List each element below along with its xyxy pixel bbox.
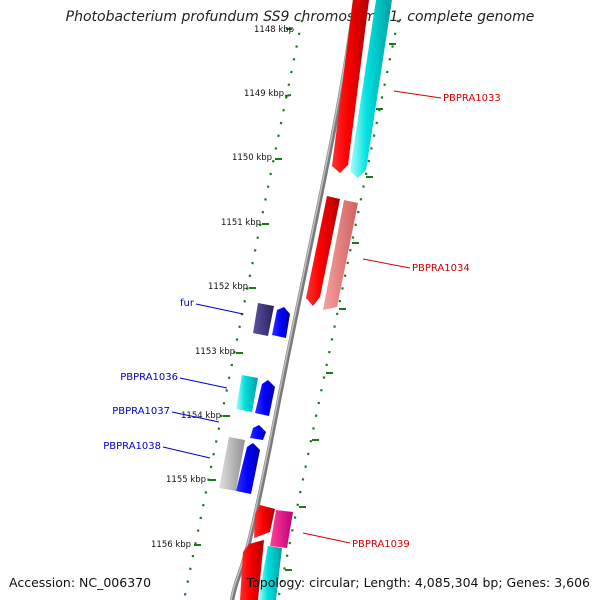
chromosome-backbone [229, 0, 358, 600]
tick-label: 1154 kbp [181, 411, 221, 421]
kbp-labels: 1148 kbp 1149 kbp 1150 kbp 1151 kbp 1152… [151, 25, 294, 550]
gene-pbpra1039-magenta[interactable] [270, 510, 293, 548]
tick-label: 1153 kbp [195, 347, 235, 357]
gene-cyan-bottom[interactable] [258, 546, 282, 600]
topology-text: Topology: circular; Length: 4,085,304 bp… [246, 575, 590, 590]
tick-label: 1148 kbp [254, 25, 294, 35]
gene-label-pbpra1036[interactable]: PBPRA1036 [120, 372, 178, 383]
gene-label-pbpra1037[interactable]: PBPRA1037 [112, 406, 170, 417]
gene-red-bottom[interactable] [240, 540, 264, 600]
gene-pbpra1036-cyan[interactable] [236, 375, 258, 412]
leader-lines [162, 90, 442, 544]
gene-pbpra1033-red[interactable] [332, 0, 369, 173]
gene-pbpra1036-blue[interactable] [255, 380, 275, 416]
tick-label: 1150 kbp [232, 153, 272, 163]
major-ticks-right [285, 43, 396, 571]
gene-label-pbpra1038[interactable]: PBPRA1038 [103, 441, 161, 452]
major-ticks-left [194, 28, 292, 546]
gene-pbpra1039-red[interactable] [254, 505, 275, 538]
gene-pbpra1033-cyan[interactable] [350, 0, 392, 178]
gene-label-fur[interactable]: fur [180, 298, 195, 309]
tick-label: 1156 kbp [151, 540, 191, 550]
gene-pbpra1037-blue[interactable] [250, 425, 266, 440]
tick-label: 1151 kbp [221, 218, 261, 228]
gene-pbpra1034-red[interactable] [306, 196, 340, 306]
tick-label: 1152 kbp [208, 282, 248, 292]
tick-label: 1149 kbp [244, 89, 284, 99]
gene-fur-navy[interactable] [253, 303, 274, 336]
page-title: Photobacterium profundum SS9 chromosome … [65, 9, 535, 25]
gene-label-pbpra1039[interactable]: PBPRA1039 [352, 539, 410, 550]
tick-label: 1155 kbp [166, 475, 206, 485]
gene-pbpra1038-gray[interactable] [219, 437, 245, 491]
gene-pbpra1034-pink[interactable] [323, 200, 358, 310]
gene-label-pbpra1034[interactable]: PBPRA1034 [412, 263, 470, 274]
accession-text: Accession: NC_006370 [9, 575, 152, 590]
gene-pbpra1038-blue[interactable] [236, 443, 260, 494]
gene-fur-blue[interactable] [272, 307, 290, 338]
gene-label-pbpra1033[interactable]: PBPRA1033 [443, 93, 501, 104]
